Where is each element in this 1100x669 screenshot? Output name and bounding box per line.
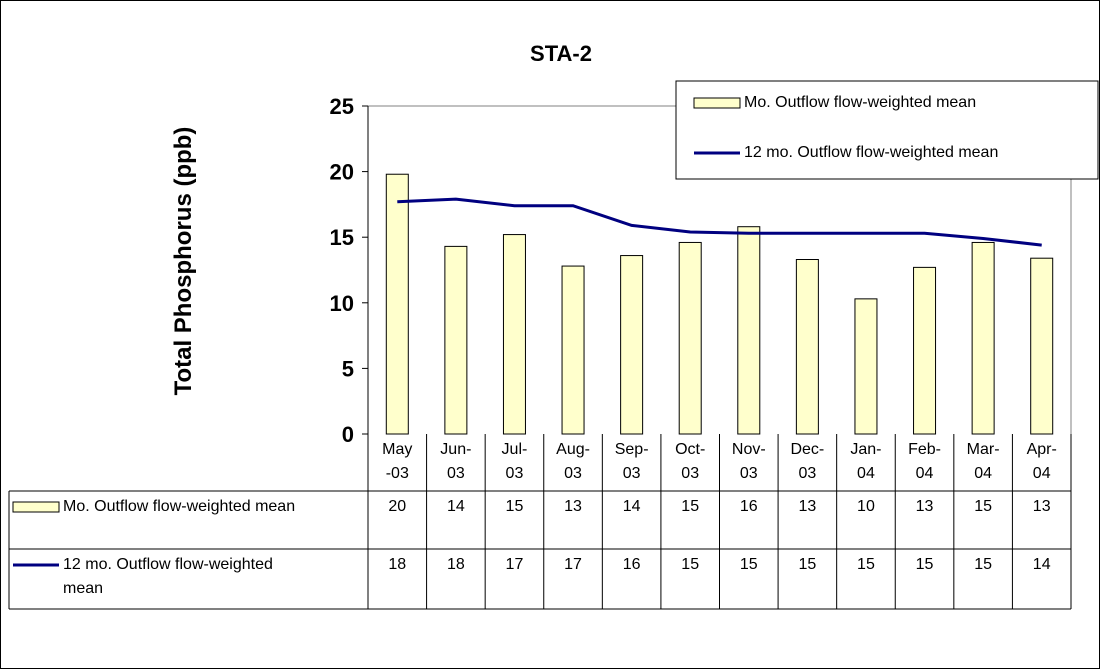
table-value: 15 (915, 556, 934, 573)
x-tick-label: Feb-04 (908, 441, 941, 482)
table-value: 17 (564, 556, 582, 573)
table-value: 15 (681, 556, 700, 573)
legend (675, 80, 1099, 180)
table-value: 13 (915, 498, 934, 515)
bar (971, 241, 995, 435)
legend-entries (693, 97, 741, 155)
table-value: 14 (622, 498, 641, 515)
x-tick-label: Sep-03 (614, 441, 649, 482)
table-series-name: 12 mo. Outflow flow-weighted mean (63, 556, 273, 597)
table-value: 10 (857, 498, 875, 515)
table-value: 13 (1032, 498, 1051, 515)
legend-label: Mo. Outflow flow-weighted mean (744, 94, 977, 111)
y-tick-label: 15 (330, 225, 354, 250)
table-value: 15 (974, 498, 993, 515)
y-tick-label: 5 (342, 356, 354, 381)
x-tick-label: Dec-03 (790, 441, 825, 482)
bar (444, 245, 468, 435)
y-tick-label: 25 (330, 94, 354, 119)
x-tick-label: May-03 (382, 441, 413, 482)
line (397, 197, 1042, 247)
bar (678, 241, 702, 435)
bar (795, 259, 819, 435)
x-tick-label: Jan-04 (850, 441, 882, 482)
table-value: 13 (798, 498, 817, 515)
bar (913, 266, 937, 435)
bar (502, 234, 526, 435)
table-value: 18 (388, 556, 407, 573)
x-tick-label: Nov-03 (731, 441, 766, 482)
table-value: 15 (505, 498, 524, 515)
table-value: 15 (974, 556, 993, 573)
bar (1030, 257, 1054, 435)
table-value: 15 (739, 556, 758, 573)
bar (385, 173, 409, 435)
table-value: 14 (1032, 556, 1051, 573)
table-value: 20 (388, 498, 407, 515)
legend-label: 12 mo. Outflow flow-weighted mean (744, 144, 999, 161)
y-tick-label: 0 (342, 422, 354, 447)
bar (854, 298, 878, 435)
bar (620, 255, 644, 435)
table-value: 15 (681, 498, 700, 515)
y-tick-label: 20 (330, 160, 354, 185)
x-tick-label: Aug-03 (556, 441, 590, 482)
x-tick-label: Jul-03 (501, 441, 528, 482)
x-tick-label: Mar-04 (966, 441, 1000, 482)
table-value: 13 (564, 498, 582, 515)
x-tick-label: Oct-03 (675, 441, 706, 482)
table-value: 17 (505, 556, 524, 573)
bar (737, 226, 761, 435)
legend-swatch (12, 501, 60, 513)
legend-swatch (693, 97, 741, 109)
table-value: 14 (446, 498, 465, 515)
bar (561, 265, 585, 435)
table-value: 15 (798, 556, 817, 573)
table-value: 16 (622, 556, 641, 573)
x-tick-label: Apr-04 (1026, 441, 1057, 482)
table-value: 18 (446, 556, 465, 573)
chart-title: STA-2 (530, 41, 592, 66)
y-tick-label: 10 (330, 291, 354, 316)
x-tick-label: Jun-03 (440, 441, 472, 482)
table-series-name: Mo. Outflow flow-weighted mean (63, 498, 296, 515)
table-value: 15 (857, 556, 875, 573)
y-axis-label: Total Phosphorus (ppb) (170, 127, 197, 396)
table-value: 16 (739, 498, 758, 515)
